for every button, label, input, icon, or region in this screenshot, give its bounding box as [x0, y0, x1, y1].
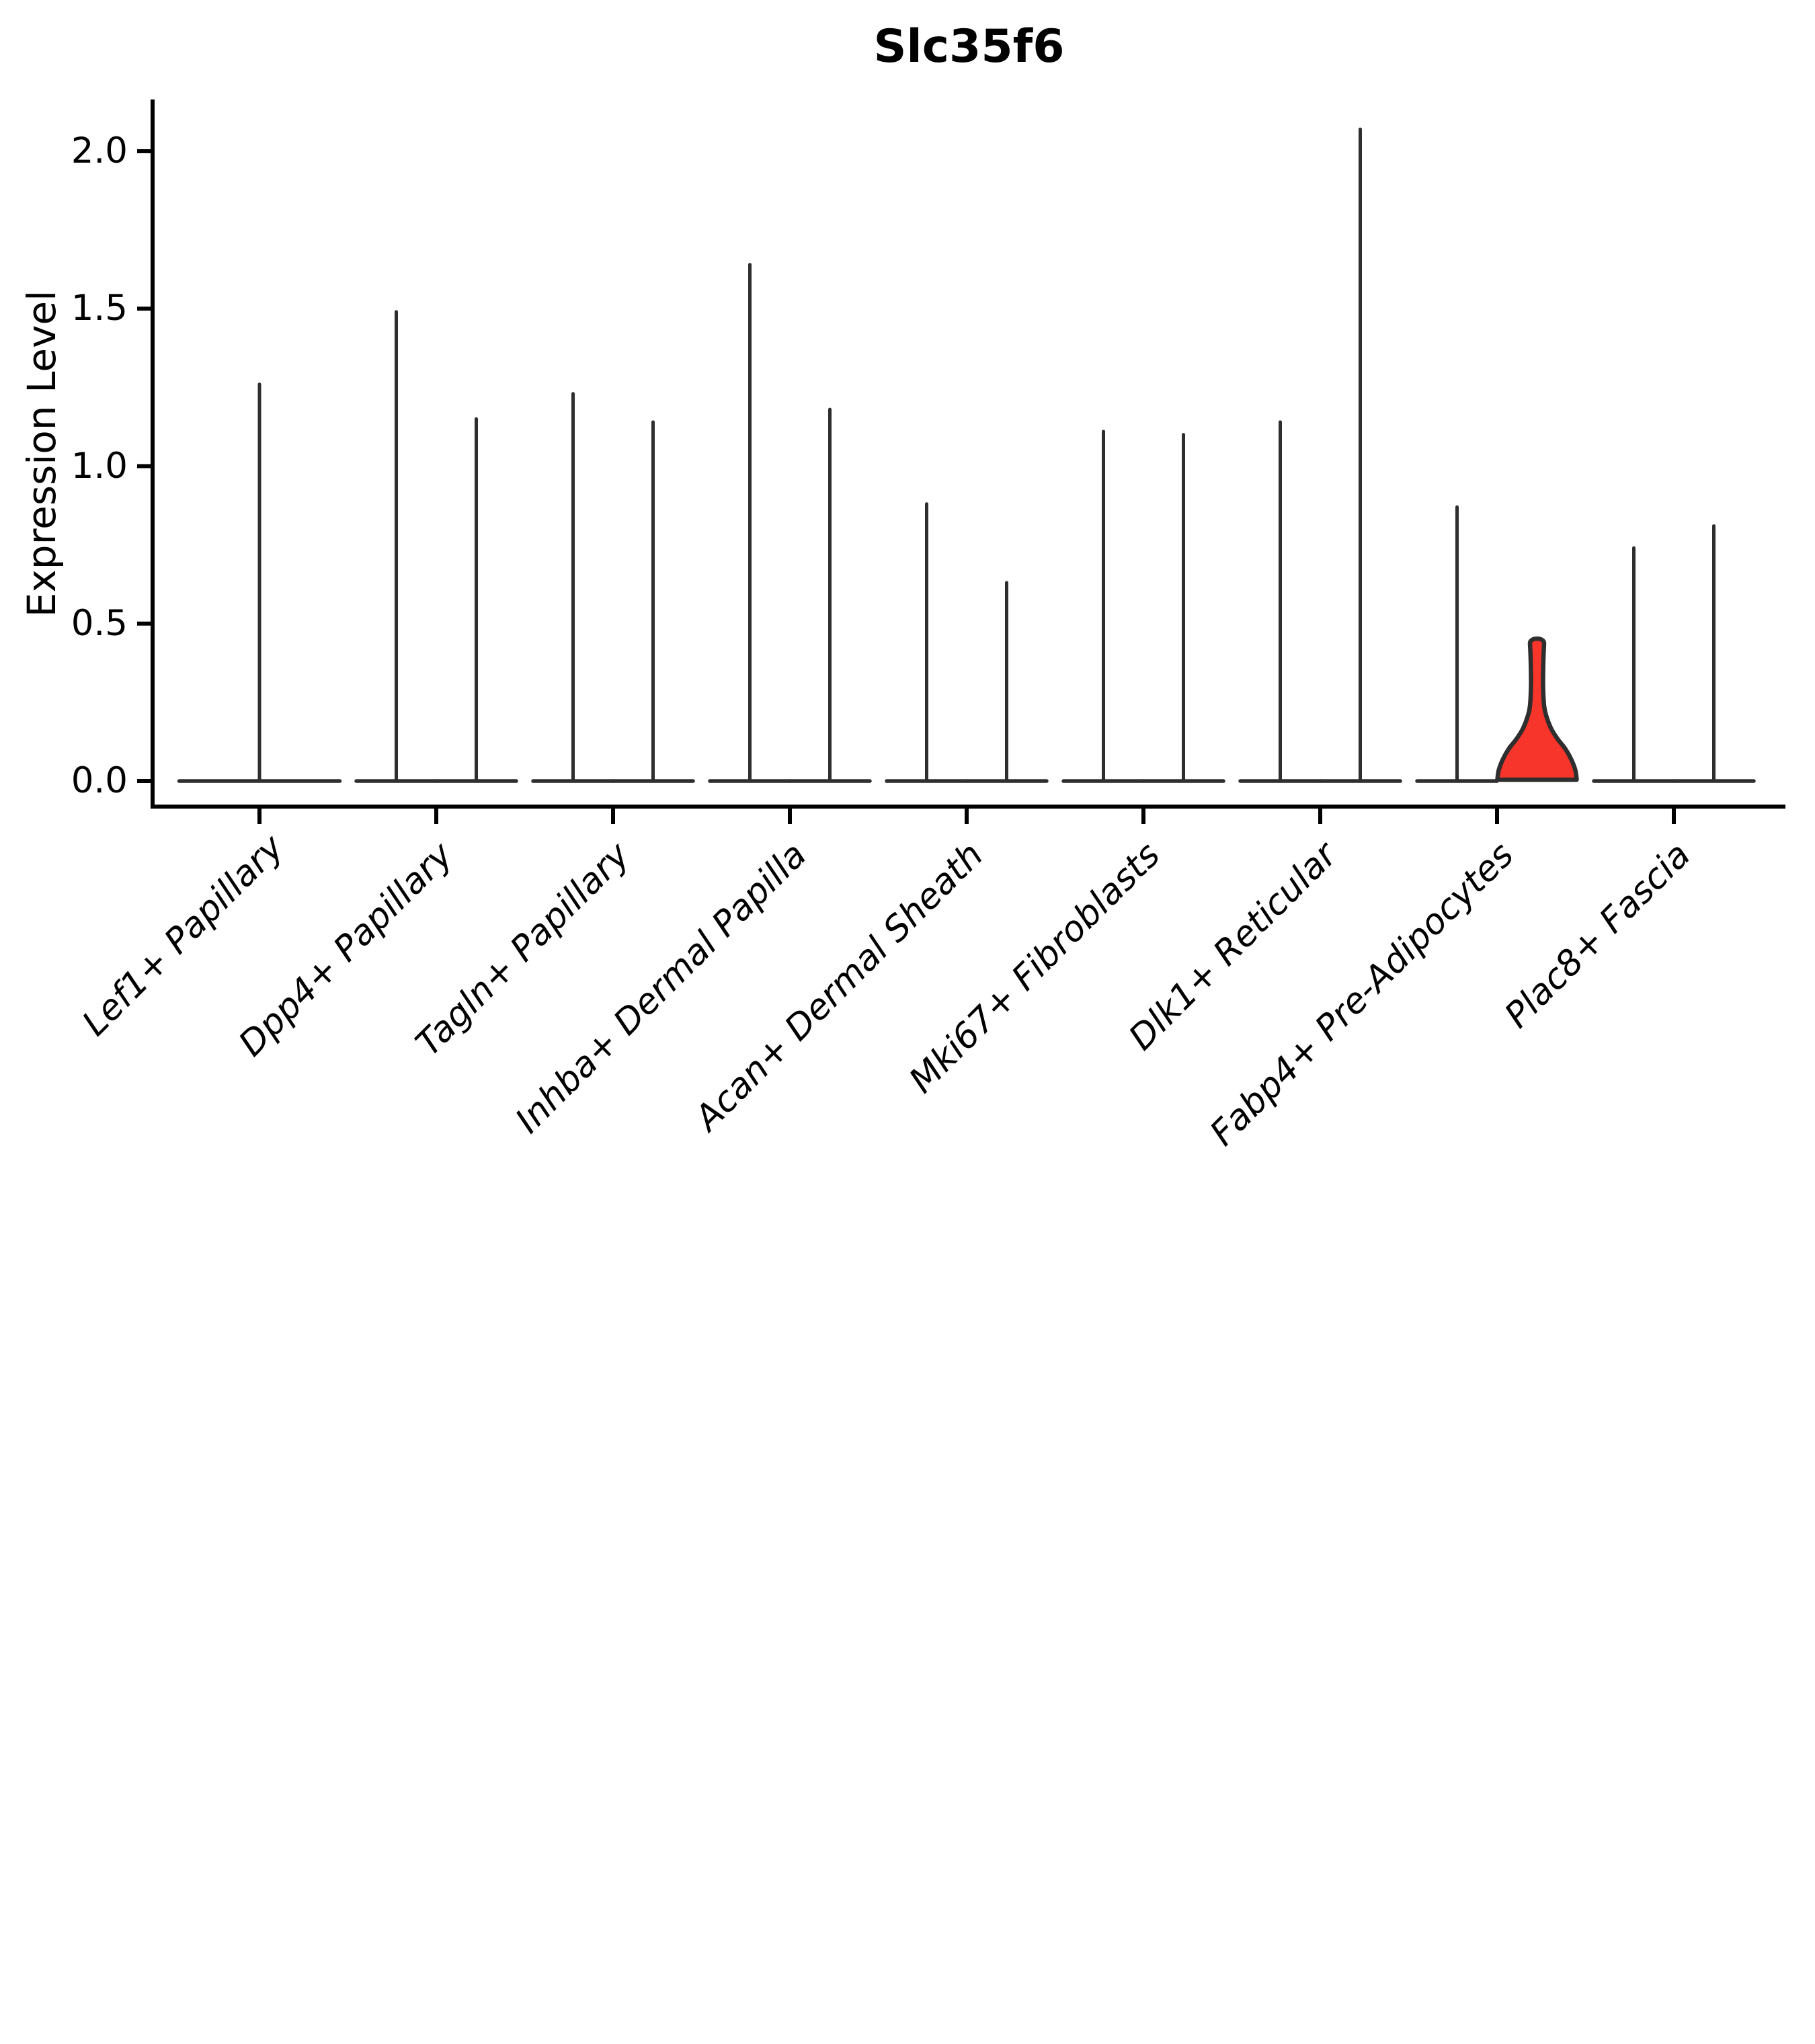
highlighted-violin-body [1495, 636, 1579, 782]
y-tick-label: 0.0 [71, 760, 128, 801]
y-tick-label: 0.5 [71, 602, 128, 644]
y-tick-label: 2.0 [71, 130, 128, 171]
violin-chart-canvas [137, 99, 1785, 824]
y-tick-label: 1.5 [71, 288, 128, 329]
violin-plot-page: { "title": "Slc35f6", "axes": { "ylabel"… [19, 20, 1785, 1154]
y-tick-label: 1.0 [71, 445, 128, 487]
chart-title: Slc35f6 [873, 20, 1065, 73]
